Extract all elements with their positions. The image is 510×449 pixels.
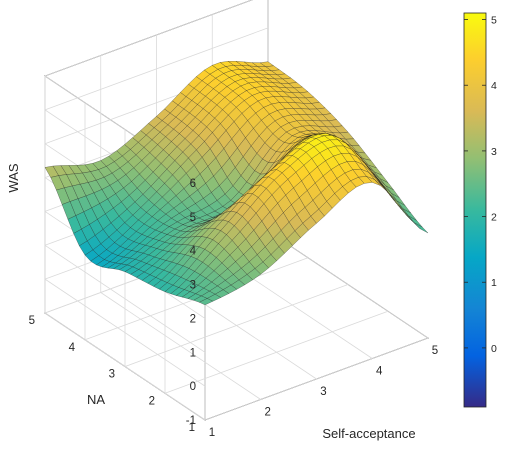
grid-line-z [44,244,206,353]
x-tick-label: 3 [320,386,326,398]
y-tick-label: 1 [189,422,195,434]
colorbar-tick-label: 2 [491,212,497,224]
y-tick-label: 5 [29,315,35,327]
grid-line-y [124,284,349,367]
z-tick-label: 4 [190,246,197,258]
x-tick-label: 2 [265,407,271,419]
z-tick-label: 0 [190,381,196,393]
z-tick-label: 6 [190,178,196,190]
x-tick-label: 4 [376,366,383,378]
colorbar: 0 1 2 3 4 5 [463,12,497,408]
grid-line-y [164,310,389,394]
colorbar-tick-label: 1 [491,277,497,289]
colorbar-tick-label: 0 [491,343,497,355]
z-tick-label: -1 [186,415,196,427]
grid-line-z [44,27,269,111]
x-axis-label: Self-acceptance [322,426,415,441]
y-axis-label: NA [87,392,105,407]
grid-line-z [44,0,253,77]
colorbar-tick-label: 3 [491,146,497,158]
x-tick-label: 1 [209,427,215,439]
y-tick-label: 3 [109,369,115,381]
z-tick-label: 5 [190,212,196,224]
colorbar-gradient [463,12,487,408]
y-tick-label: 4 [69,342,76,354]
colorbar-tick-label: 5 [491,15,497,27]
z-tick-label: 2 [190,313,196,325]
grid-line-z [44,312,206,421]
colorbar-tick-label: 4 [491,80,497,92]
z-tick-label: 3 [190,280,196,292]
surface-facet [414,222,429,234]
surface-facet [408,215,423,228]
z-tick-label: 1 [190,347,196,359]
z-axis-label: WAS [6,163,21,192]
x-tick-label: 5 [432,345,438,357]
y-tick-label: 2 [149,395,155,407]
surface-mesh [44,61,429,306]
grid-line-y [204,337,429,421]
tick-labels: -1 0 1 2 3 4 5 6 1 2 3 4 5 1 2 3 4 5 [29,178,439,439]
grid-line-z [44,278,206,387]
